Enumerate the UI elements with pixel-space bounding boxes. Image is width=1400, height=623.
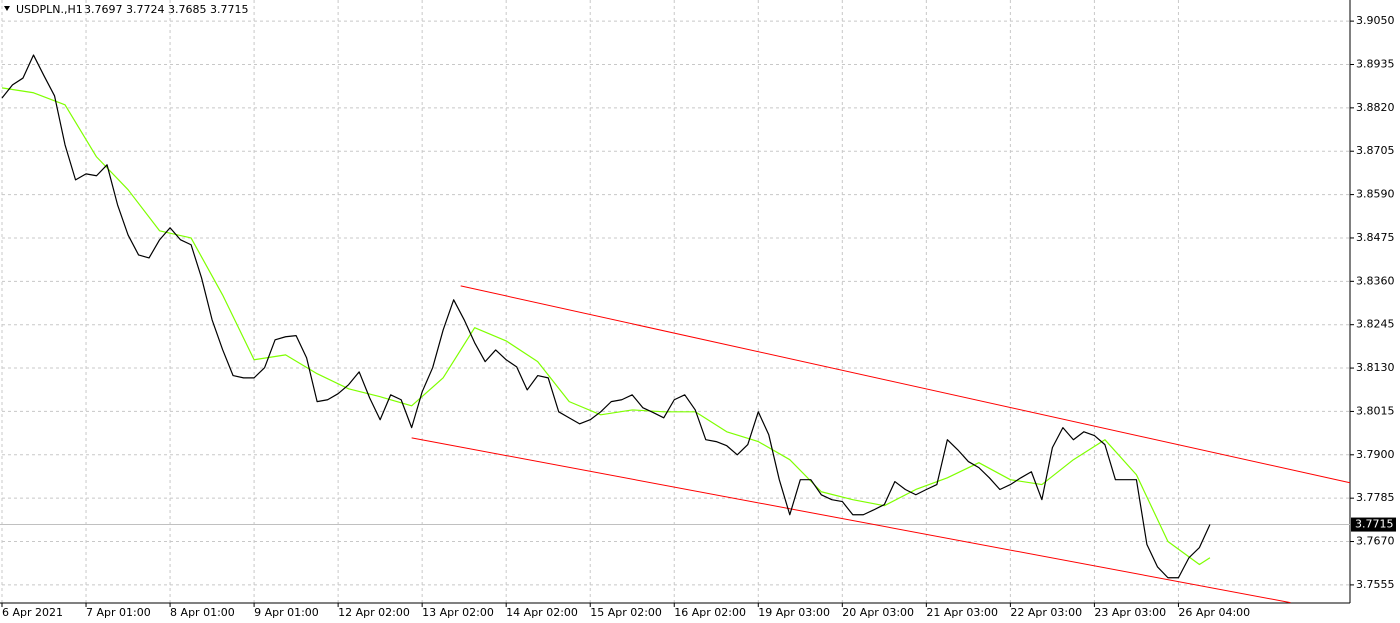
x-tick-label: 7 Apr 01:00 (86, 606, 151, 619)
y-tick-label: 3.7785 (1356, 491, 1395, 504)
current-price-box (1351, 517, 1396, 532)
x-tick-label: 6 Apr 2021 (2, 606, 63, 619)
x-tick-label: 26 Apr 04:00 (1178, 606, 1250, 619)
x-tick-label: 19 Apr 03:00 (758, 606, 830, 619)
y-tick-label: 3.7670 (1356, 535, 1395, 548)
y-tick-label: 3.8245 (1356, 318, 1395, 331)
y-tick-label: 3.8935 (1356, 57, 1395, 70)
x-tick-label: 16 Apr 02:00 (674, 606, 746, 619)
x-tick-label: 21 Apr 03:00 (926, 606, 998, 619)
x-tick-label: 15 Apr 02:00 (590, 606, 662, 619)
y-tick-label: 3.8590 (1356, 188, 1395, 201)
y-tick-label: 3.8015 (1356, 404, 1395, 417)
trendline (460, 285, 1351, 484)
y-tick-label: 3.7555 (1356, 578, 1395, 591)
collapse-arrow[interactable] (4, 6, 10, 11)
y-tick-label: 3.8130 (1356, 361, 1395, 374)
y-tick-label: 3.8360 (1356, 274, 1395, 287)
y-tick-label: 3.9050 (1356, 14, 1395, 27)
x-tick-label: 22 Apr 03:00 (1010, 606, 1082, 619)
ohlc-high: 3.7724 (126, 3, 165, 16)
y-tick-label: 3.8705 (1356, 144, 1395, 157)
trendline (411, 437, 1291, 604)
ohlc-close: 3.7715 (210, 3, 249, 16)
x-tick-label: 12 Apr 02:00 (338, 606, 410, 619)
x-tick-label: 20 Apr 03:00 (842, 606, 914, 619)
chart-title: USDPLN.,H1 (16, 3, 83, 16)
x-tick-label: 23 Apr 03:00 (1094, 606, 1166, 619)
x-tick-label: 8 Apr 01:00 (170, 606, 235, 619)
ohlc-low: 3.7685 (168, 3, 207, 16)
y-tick-label: 3.8475 (1356, 231, 1395, 244)
y-tick-label: 3.7900 (1356, 448, 1395, 461)
ohlc-open: 3.7697 (84, 3, 123, 16)
x-tick-label: 9 Apr 01:00 (254, 606, 319, 619)
y-tick-label: 3.8820 (1356, 101, 1395, 114)
price-line (1, 54, 1211, 579)
current-price-label: 3.7715 (1355, 518, 1394, 531)
x-tick-label: 14 Apr 02:00 (506, 606, 578, 619)
x-tick-label: 13 Apr 02:00 (422, 606, 494, 619)
moving-average-line (1, 87, 1211, 566)
